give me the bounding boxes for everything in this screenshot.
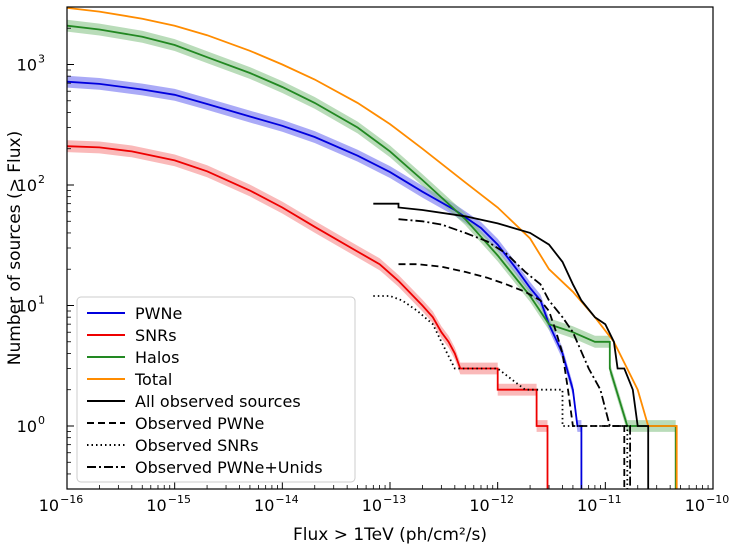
- series-line-snrs: [66, 145, 549, 489]
- legend-label: Total: [134, 370, 172, 389]
- x-tick-label: 10−13: [362, 493, 407, 515]
- x-tick-label: 10−10: [685, 493, 730, 515]
- series-lines: [66, 7, 678, 489]
- x-tick-label: 10−15: [146, 493, 191, 515]
- legend-label: Observed PWNe+Unids: [135, 458, 323, 477]
- series-line-all-observed-sources: [373, 202, 650, 489]
- legend-label: SNRs: [135, 326, 177, 345]
- series-line-halos: [66, 24, 677, 489]
- y-tick-label: 103: [17, 52, 45, 74]
- x-axis-ticks: 10−16 10−15 10−14 10−13 10−12 10−11 10−10: [39, 482, 730, 515]
- series-line-total: [66, 7, 678, 489]
- x-tick-label: 10−16: [39, 493, 84, 515]
- legend-label: Observed SNRs: [135, 436, 259, 455]
- x-axis-title: Flux > 1TeV (ph/cm²/s): [293, 525, 487, 545]
- x-tick-label: 10−12: [469, 493, 514, 515]
- y-axis-title: Number of sources (> Flux): [5, 131, 25, 365]
- series-line-observed-pwne-unids: [398, 218, 631, 489]
- legend-label: PWNe: [135, 304, 182, 323]
- legend-box: [76, 296, 356, 483]
- y-tick-label: 100: [17, 414, 45, 436]
- legend: PWNe SNRs Halos Total All observed sources Ob…: [76, 296, 356, 483]
- legend-label: Halos: [135, 348, 179, 367]
- legend-label: Observed PWNe: [135, 414, 264, 433]
- legend-label: All observed sources: [135, 392, 301, 411]
- x-tick-label: 10−14: [254, 493, 299, 515]
- x-tick-label: 10−11: [577, 493, 622, 515]
- series-line-observed-pwne: [398, 263, 626, 489]
- series-line-observed-snrs: [373, 295, 629, 489]
